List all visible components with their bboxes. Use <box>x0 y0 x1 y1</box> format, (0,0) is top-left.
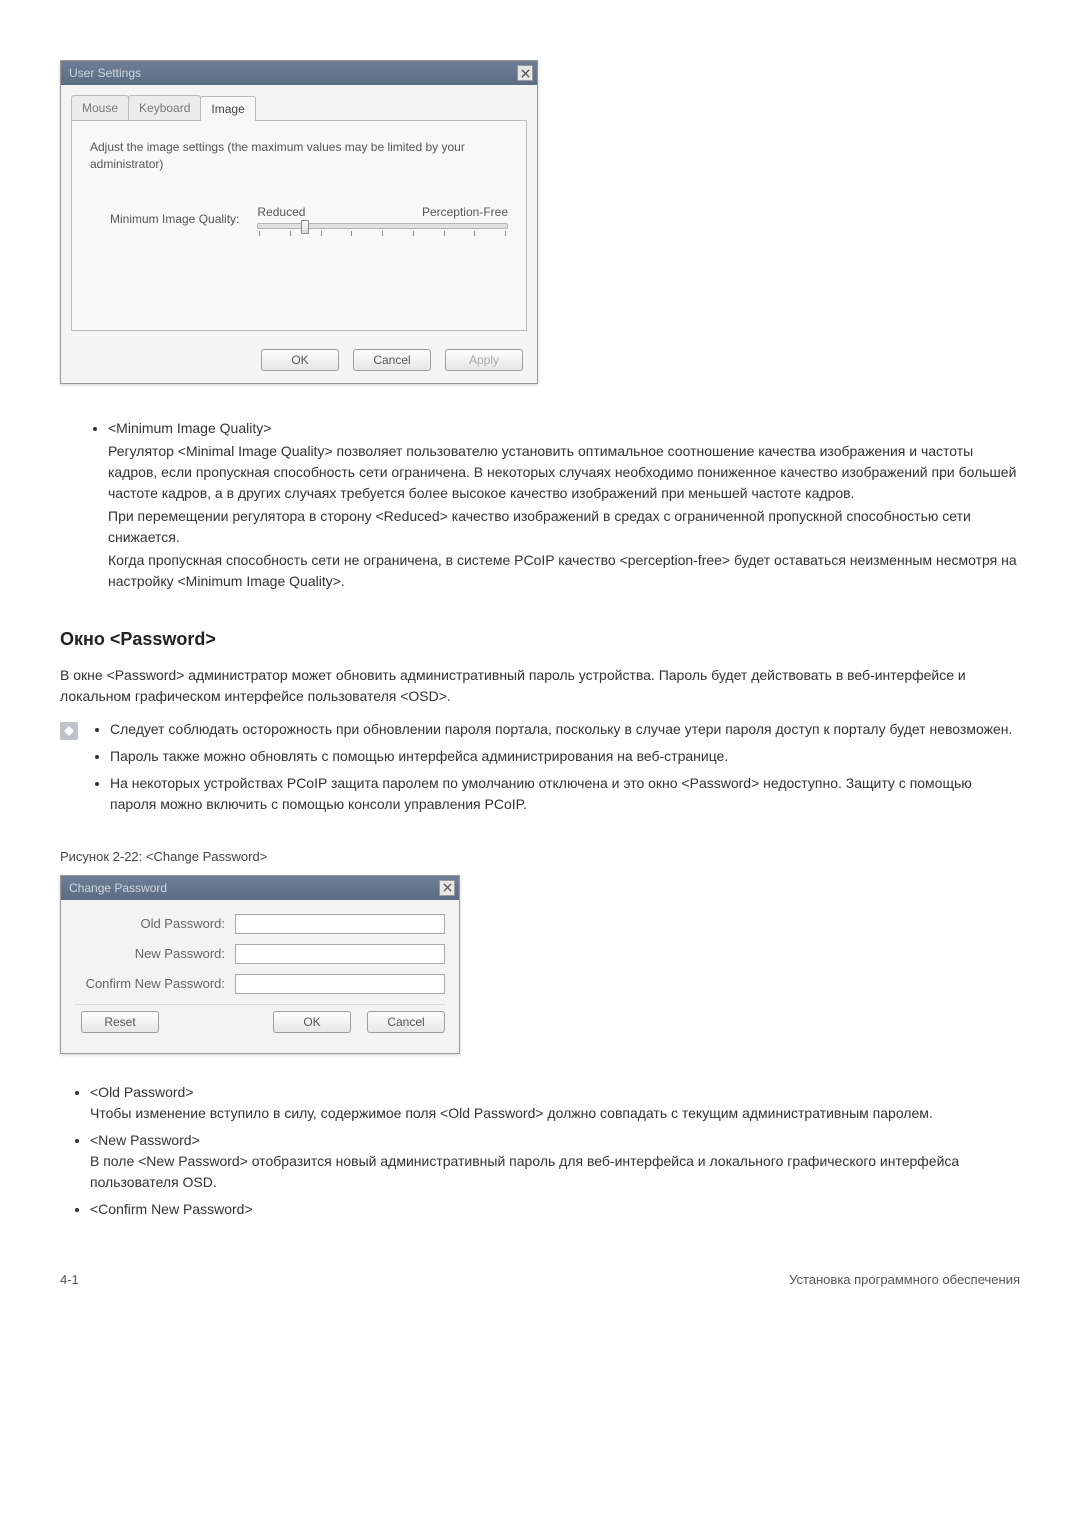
confirm-password-row: Confirm New Password: <box>75 974 445 994</box>
list-item: Следует соблюдать осторожность при обнов… <box>110 719 1020 740</box>
min-image-quality-label: Minimum Image Quality: <box>110 210 239 236</box>
change-password-body: Old Password: New Password: Confirm New … <box>61 900 459 1053</box>
slider-thumb[interactable] <box>301 220 309 234</box>
slider-end-reduced: Reduced <box>257 203 305 221</box>
slider-end-perception-free: Perception-Free <box>422 203 508 221</box>
paragraph: Регулятор <Minimal Image Quality> позвол… <box>108 441 1020 504</box>
page-footer: 4-1 Установка программного обеспечения <box>60 1270 1020 1290</box>
new-password-row: New Password: <box>75 944 445 964</box>
dialog-button-row: OK Cancel Apply <box>61 339 537 383</box>
list-item: <New Password> В поле <New Password> ото… <box>90 1130 1020 1193</box>
min-image-quality-description: <Minimum Image Quality> Регулятор <Minim… <box>60 418 1020 592</box>
apply-button[interactable]: Apply <box>445 349 523 371</box>
section-intro: В окне <Password> администратор может об… <box>60 665 1020 707</box>
list-item: На некоторых устройствах PCoIP защита па… <box>110 773 1020 815</box>
image-settings-description: Adjust the image settings (the maximum v… <box>90 139 508 173</box>
dialog-title: Change Password <box>69 879 167 897</box>
figure-caption: Рисунок 2-22: <Change Password> <box>60 847 1020 867</box>
note-block: Следует соблюдать осторожность при обнов… <box>60 719 1020 821</box>
tab-panel-image: Adjust the image settings (the maximum v… <box>71 121 527 331</box>
tab-mouse[interactable]: Mouse <box>71 95 129 120</box>
new-password-label: New Password: <box>75 944 235 964</box>
dialog-button-row: Reset OK Cancel <box>75 1004 445 1043</box>
cancel-button[interactable]: Cancel <box>367 1011 445 1033</box>
list-item: Пароль также можно обновлять с помощью и… <box>110 746 1020 767</box>
tab-keyboard[interactable]: Keyboard <box>128 95 201 120</box>
page-number: 4-1 <box>60 1270 79 1290</box>
paragraph: Когда пропускная способность сети не огр… <box>108 550 1020 592</box>
ok-button[interactable]: OK <box>261 349 339 371</box>
change-password-dialog: Change Password Old Password: New Passwo… <box>60 875 460 1054</box>
dialog-titlebar[interactable]: Change Password <box>61 876 459 900</box>
bullet-title: <Old Password> <box>90 1082 1020 1103</box>
paragraph: В поле <New Password> отобразится новый … <box>90 1151 1020 1193</box>
list-item: <Minimum Image Quality> Регулятор <Minim… <box>108 418 1020 592</box>
old-password-row: Old Password: <box>75 914 445 934</box>
bullet-title: <Minimum Image Quality> <box>108 418 1020 439</box>
cancel-button[interactable]: Cancel <box>353 349 431 371</box>
close-icon[interactable] <box>517 65 533 81</box>
list-item: <Old Password> Чтобы изменение вступило … <box>90 1082 1020 1124</box>
dialog-title: User Settings <box>69 64 141 82</box>
confirm-password-label: Confirm New Password: <box>75 974 235 994</box>
section-title-password: Окно <Password> <box>60 626 1020 653</box>
confirm-password-input[interactable] <box>235 974 445 994</box>
footer-section-title: Установка программного обеспечения <box>789 1270 1020 1290</box>
note-icon <box>60 722 78 740</box>
bullet-title: <Confirm New Password> <box>90 1199 1020 1220</box>
slider-ticks <box>257 231 508 236</box>
old-password-label: Old Password: <box>75 914 235 934</box>
min-image-quality-row: Minimum Image Quality: Reduced Perceptio… <box>90 203 508 236</box>
bullet-title: <New Password> <box>90 1130 1020 1151</box>
close-icon[interactable] <box>439 880 455 896</box>
tabs-row: Mouse Keyboard Image <box>71 95 527 121</box>
tab-image[interactable]: Image <box>200 96 255 121</box>
user-settings-dialog: User Settings Mouse Keyboard Image Adjus… <box>60 60 538 384</box>
slider-track[interactable] <box>257 223 508 229</box>
paragraph: Чтобы изменение вступило в силу, содержи… <box>90 1103 1020 1124</box>
reset-button[interactable]: Reset <box>81 1011 159 1033</box>
paragraph: При перемещении регулятора в сторону <Re… <box>108 506 1020 548</box>
dialog-titlebar[interactable]: User Settings <box>61 61 537 85</box>
new-password-input[interactable] <box>235 944 445 964</box>
list-item: <Confirm New Password> <box>90 1199 1020 1220</box>
min-image-quality-slider[interactable]: Reduced Perception-Free <box>257 203 508 236</box>
ok-button[interactable]: OK <box>273 1011 351 1033</box>
old-password-input[interactable] <box>235 914 445 934</box>
password-fields-description: <Old Password> Чтобы изменение вступило … <box>60 1082 1020 1220</box>
